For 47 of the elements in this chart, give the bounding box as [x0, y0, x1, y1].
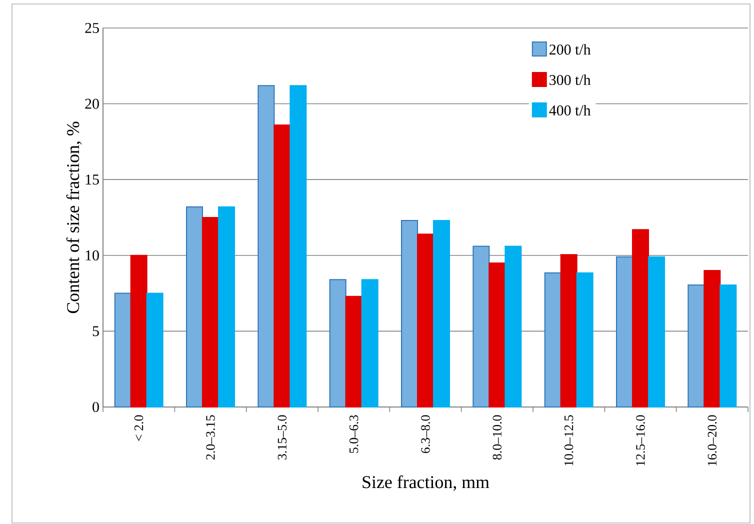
- bar: [130, 254, 148, 408]
- y-tick-label: 10: [86, 250, 99, 260]
- bar: [488, 262, 506, 408]
- bar: [417, 234, 434, 408]
- x-tick-label: 16.0–20.0: [708, 415, 717, 466]
- bar: [704, 270, 721, 408]
- y-axis-title: Content of size fraction, %: [66, 122, 82, 314]
- bar: [329, 279, 346, 408]
- x-tick-label: 8.0–10.0: [492, 415, 502, 460]
- bar: [616, 256, 633, 408]
- y-tick-label: 5: [92, 326, 99, 336]
- legend-label: 200 t/h: [550, 44, 591, 55]
- bar: [274, 124, 291, 408]
- bar: [560, 254, 578, 408]
- bar: [186, 206, 204, 408]
- bar: [146, 292, 164, 408]
- legend-label: 300 t/h: [550, 74, 591, 86]
- x-tick-label: 10.0–12.5: [564, 415, 574, 466]
- bar: [720, 284, 737, 408]
- x-tick-label: < 2.0: [134, 415, 144, 441]
- y-tick-label: 15: [86, 174, 99, 185]
- bar: [114, 292, 132, 408]
- x-tick-label: 6.3–8.0: [421, 415, 430, 454]
- bar: [202, 216, 220, 408]
- bar: [361, 279, 378, 408]
- bar: [258, 85, 275, 408]
- y-tick-label: 20: [85, 98, 99, 109]
- legend-label: 400 t/h: [549, 104, 591, 116]
- bar: [544, 272, 562, 408]
- bar: [472, 246, 490, 408]
- bar: [345, 296, 362, 408]
- bar: [401, 220, 418, 408]
- bar: [433, 220, 450, 408]
- x-tick-label: 3.15–5.0: [278, 415, 287, 460]
- x-tick-label: 2.0–3.15: [206, 415, 215, 460]
- bar: [290, 85, 307, 408]
- y-tick-label: 25: [85, 22, 99, 33]
- bar: [576, 272, 594, 408]
- bar: [504, 246, 522, 408]
- bar: [688, 284, 705, 408]
- bar: [648, 256, 665, 408]
- x-tick-label: 5.0–6.3: [349, 415, 358, 453]
- bar: [632, 229, 649, 408]
- x-tick-label: 12.5–16.0: [636, 415, 645, 466]
- y-tick-label: 0: [92, 402, 99, 412]
- x-axis-title: Size fraction, mm: [362, 475, 490, 491]
- bar: [218, 206, 236, 408]
